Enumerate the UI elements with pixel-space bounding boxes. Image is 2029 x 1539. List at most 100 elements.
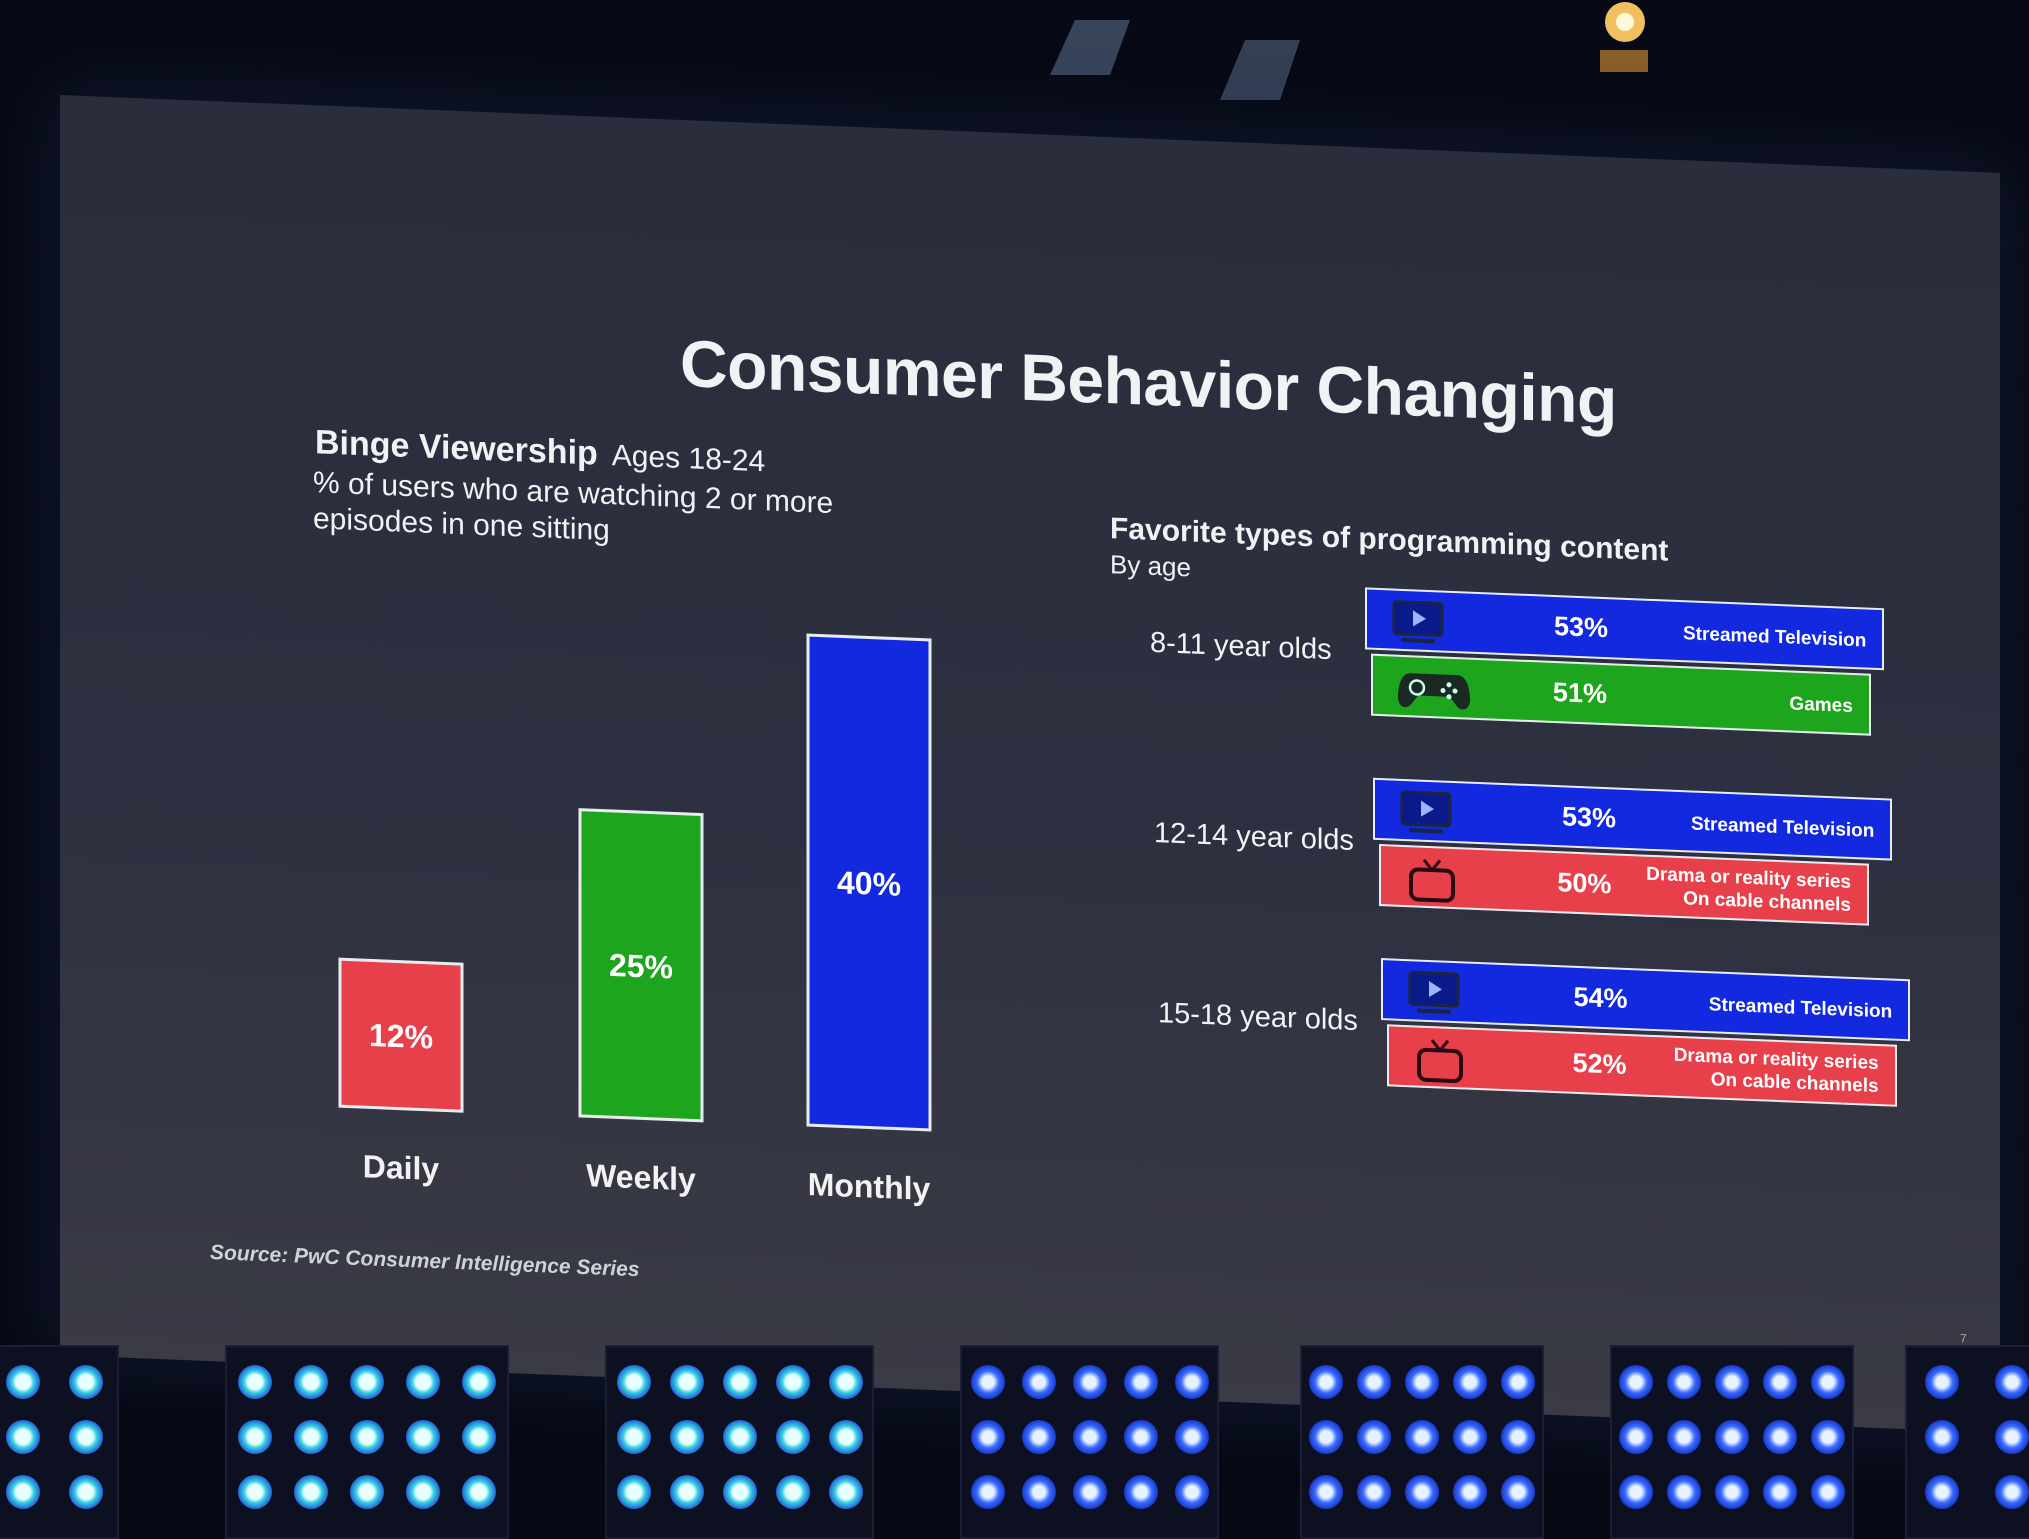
stage-led bbox=[1995, 1475, 2029, 1509]
stage-led bbox=[406, 1365, 440, 1399]
hbar-category-label: Streamed Television bbox=[1691, 813, 1875, 842]
stage-led bbox=[722, 1365, 757, 1399]
stage-led bbox=[1405, 1475, 1439, 1509]
hbar-category-label: Streamed Television bbox=[1708, 994, 1893, 1023]
hbar-category-label: Games bbox=[1789, 693, 1853, 718]
stage-led bbox=[1309, 1420, 1343, 1454]
stage-led bbox=[1123, 1365, 1158, 1399]
hbar-category-label: Drama or reality series On cable channels bbox=[1646, 863, 1851, 916]
stage-led bbox=[1667, 1475, 1701, 1509]
page-number: 7 bbox=[1960, 1331, 1967, 1346]
stage-led bbox=[828, 1365, 863, 1399]
stage-led bbox=[6, 1420, 41, 1454]
stage-led bbox=[462, 1475, 496, 1509]
hbar-value-label: 51% bbox=[1552, 676, 1607, 710]
stage-led bbox=[350, 1365, 384, 1399]
stage-led bbox=[1021, 1365, 1056, 1399]
ceiling-fixtures bbox=[1050, 2, 1648, 100]
stage-led bbox=[68, 1475, 103, 1509]
category-label: Monthly bbox=[808, 1166, 931, 1207]
stage-led bbox=[1715, 1365, 1749, 1399]
stage-led bbox=[1309, 1365, 1343, 1399]
stage-led bbox=[6, 1365, 41, 1399]
stage-led bbox=[616, 1420, 651, 1454]
stage-led bbox=[1715, 1475, 1749, 1509]
stage-led bbox=[775, 1365, 810, 1399]
stage-led bbox=[1309, 1475, 1343, 1509]
stage-light-panel bbox=[225, 1345, 509, 1539]
category-label: Weekly bbox=[586, 1157, 696, 1197]
stage-light-panel bbox=[0, 1345, 119, 1539]
stage-led bbox=[238, 1420, 272, 1454]
stage-light-panel bbox=[1905, 1345, 2029, 1539]
hbar-value-label: 50% bbox=[1557, 867, 1612, 900]
play-screen-icon bbox=[1407, 969, 1461, 1022]
gamepad-icon bbox=[1397, 665, 1471, 723]
play-screen-icon bbox=[1399, 789, 1453, 842]
stage-led bbox=[1123, 1420, 1158, 1454]
bar-monthly bbox=[806, 633, 932, 1132]
stage-led bbox=[1501, 1365, 1535, 1399]
hbar-streamed: 53% Streamed Television bbox=[1365, 587, 1885, 671]
stage-led bbox=[1619, 1420, 1653, 1454]
stage-led bbox=[1405, 1420, 1439, 1454]
hbar-value-label: 54% bbox=[1573, 981, 1628, 1014]
stage-led bbox=[1357, 1475, 1391, 1509]
bar-daily bbox=[338, 957, 464, 1113]
projection-screen: Consumer Behavior Changing Binge Viewers… bbox=[60, 95, 2000, 1433]
hbar-category-label: Streamed Television bbox=[1683, 623, 1867, 652]
stage-led bbox=[1072, 1475, 1107, 1509]
stage-led bbox=[406, 1475, 440, 1509]
stage-led bbox=[238, 1475, 272, 1509]
stage-led bbox=[1667, 1365, 1701, 1399]
stage-led bbox=[1763, 1420, 1797, 1454]
hbar-value-label: 53% bbox=[1561, 801, 1617, 834]
stage-led bbox=[722, 1475, 757, 1509]
hbar-value-label: 53% bbox=[1553, 611, 1609, 644]
stage-led bbox=[1811, 1365, 1845, 1399]
stage-led bbox=[616, 1365, 651, 1399]
stage-led bbox=[1811, 1420, 1845, 1454]
stage-led bbox=[1501, 1475, 1535, 1509]
stage-led bbox=[6, 1475, 41, 1509]
stage-led bbox=[616, 1475, 651, 1509]
stage-led bbox=[1715, 1420, 1749, 1454]
stage-led bbox=[1453, 1420, 1487, 1454]
stage-led bbox=[970, 1365, 1005, 1399]
tv-icon bbox=[1405, 855, 1459, 912]
stage-led bbox=[1174, 1420, 1209, 1454]
stage-led bbox=[350, 1475, 384, 1509]
stage-led bbox=[775, 1420, 810, 1454]
stage-led bbox=[350, 1420, 384, 1454]
stage-led bbox=[1072, 1420, 1107, 1454]
hbar-category-label: Drama or reality series On cable channels bbox=[1673, 1044, 1879, 1098]
stage-led bbox=[1021, 1420, 1056, 1454]
stage-led bbox=[1021, 1475, 1056, 1509]
bar-value-label: 25% bbox=[609, 947, 673, 986]
stage-led bbox=[68, 1420, 103, 1454]
stage-light-panel bbox=[960, 1345, 1219, 1539]
stage-led bbox=[1925, 1420, 1959, 1454]
stage-led bbox=[1995, 1420, 2029, 1454]
stage-led bbox=[828, 1475, 863, 1509]
hbar-streamed: 54% Streamed Television bbox=[1381, 958, 1911, 1042]
stage-led bbox=[294, 1475, 328, 1509]
stage-led bbox=[1925, 1365, 1959, 1399]
stage-led bbox=[1123, 1475, 1158, 1509]
stage-led bbox=[462, 1420, 496, 1454]
stage-led bbox=[406, 1420, 440, 1454]
stage-led bbox=[294, 1365, 328, 1399]
stage-led bbox=[1995, 1365, 2029, 1399]
category-label: Daily bbox=[363, 1148, 440, 1187]
stage-led bbox=[1072, 1365, 1107, 1399]
stage-led bbox=[828, 1420, 863, 1454]
stage-led bbox=[1357, 1365, 1391, 1399]
stage-led bbox=[1619, 1365, 1653, 1399]
stage-led bbox=[1453, 1365, 1487, 1399]
hbar-drama: 50% Drama or reality series On cable chann… bbox=[1379, 843, 1869, 926]
stage-light-panel bbox=[1610, 1345, 1854, 1539]
stage-led bbox=[462, 1365, 496, 1399]
hbar-games: 51% Games bbox=[1371, 653, 1871, 736]
stage-led bbox=[669, 1420, 704, 1454]
stage-led bbox=[294, 1420, 328, 1454]
